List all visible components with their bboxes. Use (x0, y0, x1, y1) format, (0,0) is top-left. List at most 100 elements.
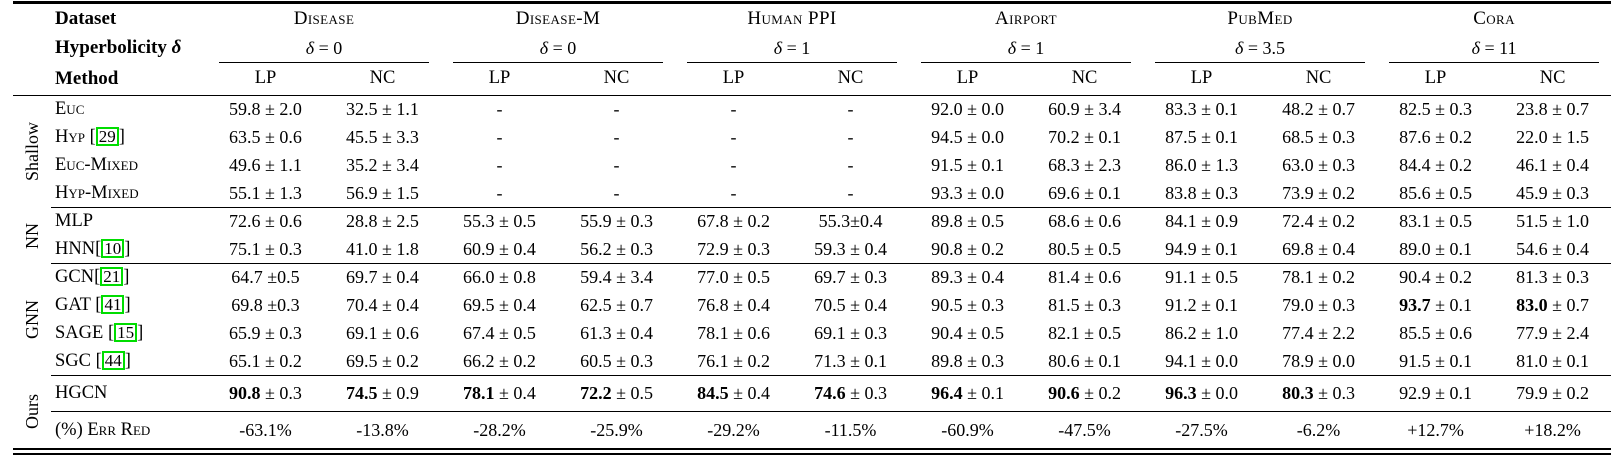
value-cell: -11.5% (792, 411, 910, 455)
value-cell: 69.5 ± 0.4 (463, 295, 536, 315)
delta-equation: = 0 (548, 37, 577, 58)
delta-value-5: δ = 11 (1377, 34, 1611, 63)
delta-symbol: δ (773, 37, 783, 58)
value-cell: 90.8 ± 0.2 (931, 238, 1004, 259)
value-cell: 55.9 ± 0.3 (558, 207, 676, 236)
value-cell: 87.6 ± 0.2 (1399, 127, 1472, 147)
value-cell: 96.4 ± 0.1 (909, 375, 1027, 412)
value-cell: 77.4 ± 2.2 (1282, 323, 1355, 343)
citation-44-link[interactable]: 44 (101, 350, 125, 370)
value-cell: +12.7% (1377, 411, 1495, 455)
citation-41-link[interactable]: 41 (101, 295, 125, 314)
method-cell-sage: SAGE [15] (55, 323, 144, 343)
delta-symbol: δ (1235, 37, 1244, 58)
header-row-method: Method LP NC LP NC LP NC LP NC LP NC LP NC (13, 62, 1612, 96)
value-cell: 60.9 ± 0.4 (463, 238, 536, 259)
value-cell: 69.8 ±0.3 (231, 295, 300, 315)
value-cell: 51.5 ± 1.0 (1494, 207, 1612, 236)
value-cell: 87.5 ± 0.1 (1165, 127, 1238, 147)
value-cell: 23.8 ± 0.7 (1494, 95, 1612, 124)
value-cell: - (558, 95, 676, 124)
value-cell: -28.2% (441, 411, 558, 455)
method-cell-hyp-mixed: Hyp-Mixed (51, 180, 207, 208)
value-cell: 93.7 ± 0.1 (1399, 295, 1472, 315)
value-cell: 68.5 ± 0.3 (1282, 127, 1355, 147)
citation-15-link[interactable]: 15 (114, 323, 138, 342)
value-cell: 86.0 ± 1.3 (1165, 155, 1238, 175)
value-cell: 66.0 ± 0.8 (441, 263, 558, 292)
task-header-nc-0: NC (324, 62, 441, 96)
citation-29-link[interactable]: 29 (95, 127, 119, 146)
value-cell: 83.0 ± 0.7 (1516, 295, 1589, 315)
value-cell: 90.8 ± 0.3 (207, 375, 324, 412)
group-label-text: Shallow (21, 122, 42, 182)
task-header-nc-4: NC (1260, 62, 1378, 96)
value-cell: 82.5 ± 0.3 (1377, 95, 1495, 124)
value-cell: 78.9 ± 0.0 (1282, 350, 1355, 371)
table-row: HNN[10] 75.1 ± 0.3 41.0 ± 1.8 60.9 ± 0.4 56.… (13, 236, 1611, 264)
value-cell: -13.8% (324, 411, 441, 455)
value-cell: 86.2 ± 1.0 (1165, 323, 1238, 343)
value-cell: - (730, 182, 737, 203)
table-row: SGC [44] 65.1 ± 0.2 69.5 ± 0.2 66.2 ± 0.2 60… (13, 348, 1611, 376)
value-cell: - (441, 95, 558, 124)
table-row: Hyp-Mixed 55.1 ± 1.3 56.9 ± 1.5 - - - - 93.3 ± … (13, 180, 1611, 208)
value-cell: - (847, 155, 854, 175)
method-cell-hgcn: HGCN (51, 375, 207, 412)
value-cell: 55.3 ± 0.5 (441, 207, 558, 236)
method-name: (%) Err Red (55, 419, 151, 440)
header-row-dataset: Dataset Disease Disease-M Human PPI Airport P… (13, 1, 1612, 34)
value-cell: 85.6 ± 0.5 (1399, 182, 1472, 203)
citation-21-link[interactable]: 21 (100, 267, 124, 287)
value-cell: - (613, 155, 620, 175)
value-cell: 56.2 ± 0.3 (580, 238, 653, 259)
value-cell: 96.3 ± 0.0 (1143, 375, 1261, 412)
task-header-lp-0: LP (207, 62, 324, 96)
delta-value-1: δ = 0 (441, 34, 675, 63)
dataset-header-3: Airport (909, 1, 1144, 34)
value-cell: 78.1 ± 0.4 (441, 375, 558, 412)
value-cell: 69.1 ± 0.6 (346, 323, 419, 343)
method-name: Hyp (55, 127, 85, 147)
value-cell: 80.5 ± 0.5 (1048, 238, 1121, 259)
dataset-label: Dataset (51, 1, 207, 34)
method-name: MLP (55, 211, 94, 232)
method-name: HGCN (55, 383, 108, 403)
value-cell: 94.5 ± 0.0 (931, 127, 1004, 147)
value-cell: 35.2 ± 3.4 (346, 155, 419, 175)
value-cell: - (730, 127, 737, 147)
value-cell: 91.5 ± 0.1 (1399, 350, 1472, 371)
value-cell: 89.0 ± 0.1 (1399, 238, 1472, 259)
method-name: Euc-Mixed (55, 155, 139, 175)
value-cell: 85.5 ± 0.6 (1399, 323, 1472, 343)
delta-value-3: δ = 1 (909, 34, 1143, 63)
best-value: 80.3 (1282, 383, 1314, 403)
value-cell: 81.4 ± 0.6 (1026, 263, 1144, 292)
group-label-text: GNN (21, 300, 42, 339)
value-cell: 92.0 ± 0.0 (909, 95, 1027, 124)
value-cell: 59.4 ± 3.4 (558, 263, 676, 292)
task-header-nc-5: NC (1494, 62, 1612, 96)
method-cell-sgc: SGC [44] (55, 350, 131, 371)
value-cell: -29.2% (675, 411, 793, 455)
value-cell: 90.5 ± 0.3 (931, 295, 1004, 315)
best-value: 90.6 (1048, 383, 1080, 403)
task-header-lp-5: LP (1377, 62, 1495, 96)
value-cell: 41.0 ± 1.8 (346, 238, 419, 259)
task-header-nc-3: NC (1026, 62, 1144, 96)
value-cell: -6.2% (1260, 411, 1378, 455)
value-cell: 69.1 ± 0.3 (814, 323, 887, 343)
value-cell: 32.5 ± 1.1 (324, 95, 441, 124)
value-cell: - (613, 182, 620, 203)
value-cell: 56.9 ± 1.5 (346, 182, 419, 203)
citation-10-link[interactable]: 10 (101, 238, 125, 258)
method-name: Euc (55, 99, 85, 120)
results-table: Dataset Disease Disease-M Human PPI Airport P… (13, 1, 1612, 455)
table-row: Hyp [29] 63.5 ± 0.6 45.5 ± 3.3 - - - - 94.5 ± 0… (13, 124, 1611, 152)
best-value: 84.5 (697, 383, 729, 403)
value-cell: 72.2 ± 0.5 (558, 375, 676, 412)
value-cell: - (613, 127, 620, 147)
dataset-cmidrule (921, 61, 1132, 63)
task-header-lp-4: LP (1143, 62, 1261, 96)
